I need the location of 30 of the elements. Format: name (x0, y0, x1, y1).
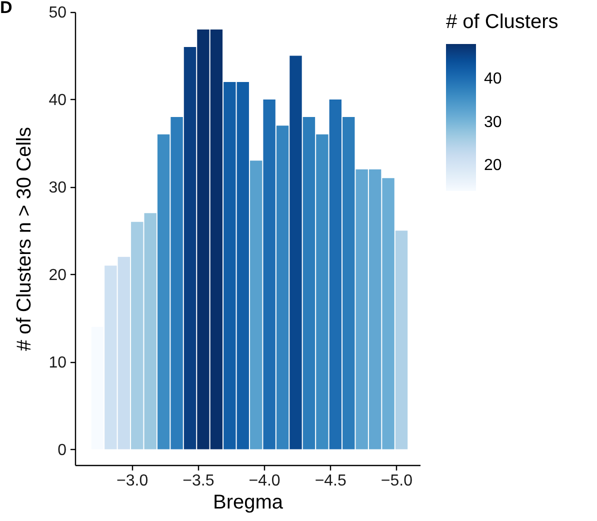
bar (250, 160, 262, 450)
x-tick-label: −5.0 (380, 472, 413, 490)
y-tick-label: 0 (58, 442, 67, 459)
bar (302, 116, 316, 450)
x-tick-label: −3.0 (116, 472, 148, 490)
bar (184, 46, 196, 450)
x-tick-label: −3.5 (182, 472, 214, 490)
bar (316, 134, 328, 450)
color-bar-title: # of Clusters (446, 11, 558, 33)
y-tick-label: 10 (48, 354, 67, 372)
color-bar-label: 20 (484, 157, 502, 174)
bar (157, 134, 170, 450)
y-tick-label: 30 (48, 179, 67, 196)
x-tick-label: −4.0 (248, 472, 280, 490)
y-axis-title: # of Clusters n > 30 Cells (14, 127, 36, 351)
color-bar-label: 30 (484, 114, 502, 131)
bar (329, 99, 342, 450)
bar (395, 230, 408, 450)
y-tick-label: 50 (48, 4, 67, 22)
y-tick-label: 40 (48, 92, 67, 109)
color-bar-label: 40 (484, 70, 502, 88)
x-axis-title: Bregma (212, 492, 284, 514)
bar (276, 126, 289, 450)
bar (263, 99, 276, 450)
y-tick-label: 20 (48, 266, 67, 284)
text: D (0, 0, 12, 17)
bar (170, 116, 183, 450)
x-tick-label: −4.5 (314, 472, 347, 490)
bar (290, 56, 302, 450)
bar (342, 116, 355, 450)
